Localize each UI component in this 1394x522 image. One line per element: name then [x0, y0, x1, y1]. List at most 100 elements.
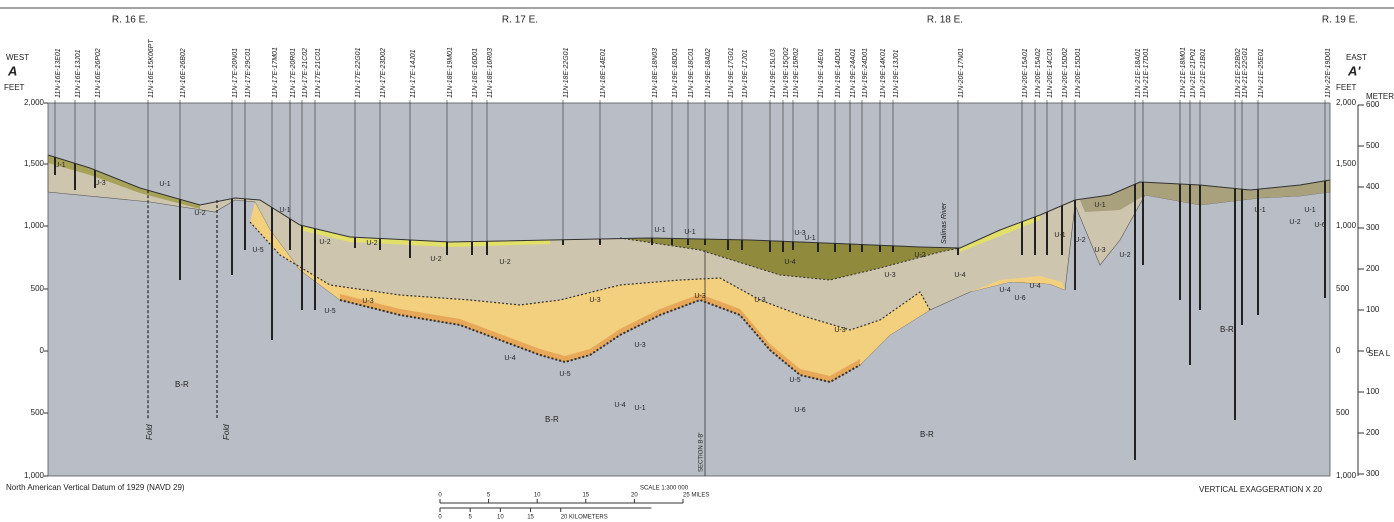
well-label: 11N-21E-22B02: [1235, 48, 1242, 98]
scale-label: 15: [527, 515, 534, 521]
scale-label: 5: [469, 515, 473, 521]
well-label: 11N-16E-13J01: [75, 49, 82, 98]
y-tick-label: 300: [1366, 469, 1380, 478]
unit-label: U-3: [794, 230, 805, 237]
unit-label: U-2: [366, 240, 377, 247]
well-label: 11N-21E-25E01: [1258, 48, 1265, 98]
unit-label: U-4: [999, 287, 1010, 294]
unit-label: U-3: [754, 297, 765, 304]
unit-label: U-5: [324, 308, 335, 315]
y-tick-label: 1,000: [1336, 221, 1357, 230]
direction: WEST: [6, 53, 29, 62]
y-tick-label: 1,000: [1336, 471, 1357, 480]
well-label: 11N-19E-15L03: [770, 49, 777, 98]
unit-label: U-1: [1054, 232, 1065, 239]
unit-label: U-1: [634, 405, 645, 412]
unit-label: U-6: [1014, 295, 1025, 302]
scale-label: 5: [487, 493, 491, 499]
well-label: 11N-19E-15Q02: [783, 47, 790, 98]
unit-label: U-5: [252, 247, 263, 254]
well-label: 11N-21E-21B01: [1200, 48, 1207, 98]
unit-label: U-3: [589, 297, 600, 304]
well-label: 11N-20E-15A01: [1022, 48, 1029, 98]
unit-label: U-2: [914, 252, 925, 259]
unit-label: U-5: [559, 371, 570, 378]
unit-label: U-5: [789, 377, 800, 384]
unit: METER: [1366, 92, 1394, 101]
well-label: 11N-19E-18D01: [672, 48, 679, 98]
unit-label: U-2: [1074, 237, 1085, 244]
unit-label: U-3: [94, 180, 105, 187]
well-label: 11N-18E-18N03: [652, 48, 659, 98]
well-label: 11N-20E-15D01: [1075, 48, 1082, 98]
unit-label: U-3: [834, 327, 845, 334]
unit-label: U-1: [1094, 202, 1105, 209]
y-tick-label: 400: [1366, 182, 1380, 191]
well-label: 11N-17E-21C01: [315, 48, 322, 98]
well-label: 11N-21E-22G01: [1242, 47, 1249, 98]
scale-label: 0: [438, 515, 442, 521]
fold-label: Fold: [145, 424, 154, 440]
well-label: 11N-20E-14C01: [1047, 48, 1054, 98]
y-tick-label: 1,500: [24, 159, 45, 168]
scale-label: 15: [582, 493, 589, 499]
unit-label: U-1: [1304, 207, 1315, 214]
y-tick-label: 200: [1366, 264, 1380, 273]
unit-label: U-4: [784, 259, 795, 266]
well-label: 11N-16E-26P02: [95, 48, 102, 98]
bedrock-label: B-R: [1220, 325, 1234, 334]
unit-1: [620, 238, 960, 280]
y-tick-label: 1,000: [24, 471, 45, 480]
well-label: 11N-16E-13E01: [55, 48, 62, 98]
bedrock-label: B-R: [545, 415, 559, 424]
well-label: 11N-19E-13J01: [893, 49, 900, 98]
unit-label: U-2: [499, 259, 510, 266]
well-label: 11N-18E-16D01: [472, 48, 479, 98]
well-label: 11N-19E-17J01: [742, 49, 749, 98]
well-label: 11N-20E-17N01: [958, 48, 965, 98]
well-label: 11N-21E-21P01: [1190, 48, 1197, 98]
section-end: A: [7, 63, 17, 78]
section-end: A': [1347, 63, 1361, 78]
river-label: Salinas River: [941, 202, 948, 244]
well-label: 11N-19E-15R02: [793, 48, 800, 98]
scale-label: 10: [534, 493, 541, 499]
scale-label: 20 KILOMETERS: [561, 515, 608, 521]
well-label: 11N-19E-18C01: [688, 48, 695, 98]
well-label: 11N-17E-17M01: [272, 47, 279, 98]
unit-label: U-1: [1254, 207, 1265, 214]
unit-label: U-3: [634, 342, 645, 349]
y-tick-label: 100: [1366, 305, 1380, 314]
land-surface: [47, 154, 1331, 249]
well-label: 11N-19E-17G01: [728, 47, 735, 98]
well-label: 11N-17E-21C02: [302, 48, 309, 98]
section-label: SECTION B-B': [699, 433, 705, 472]
scale-label: 25 MILES: [683, 493, 709, 499]
y-tick-label: 100: [1366, 387, 1380, 396]
y-tick-label: 0: [1366, 346, 1371, 355]
bedrock-label: B-R: [920, 430, 934, 439]
well-label: 11N-17E-20N01: [232, 48, 239, 98]
fold-label: Fold: [222, 424, 231, 440]
unit-label: U-2: [1119, 252, 1130, 259]
y-tick-label: 2,000: [1336, 98, 1357, 107]
well-label: 11N-17E-29C01: [245, 48, 252, 98]
datum: North American Vertical Datum of 1929 (N…: [6, 483, 185, 492]
contact: [249, 221, 931, 331]
well-label: 11N-22E-19D01: [1325, 48, 1332, 98]
y-tick-label: 500: [1366, 141, 1380, 150]
unit-label: U-6: [794, 407, 805, 414]
well-label: 11N-20E-15A02: [1035, 48, 1042, 98]
well-label: 11N-17E-20R01: [290, 48, 297, 98]
y-tick-label: 500: [1336, 284, 1350, 293]
unit-label: U-1: [804, 235, 815, 242]
range-label: R. 17 E.: [502, 15, 538, 26]
range-label: R. 19 E.: [1322, 15, 1358, 26]
scale: SCALE 1:300 000: [640, 486, 689, 492]
unit-4: [970, 276, 1065, 292]
well-label: 11N-16E-15K06PT: [148, 39, 155, 98]
contact: [339, 298, 861, 384]
well-label: 11N-19E-14D01: [835, 48, 842, 98]
unit-label: U-3: [694, 293, 705, 300]
